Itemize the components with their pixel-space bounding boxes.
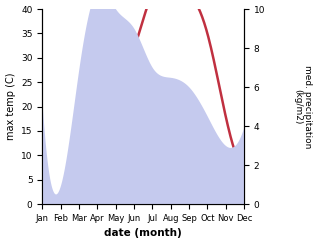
- Y-axis label: med. precipitation
(kg/m2): med. precipitation (kg/m2): [293, 65, 313, 148]
- Y-axis label: max temp (C): max temp (C): [5, 73, 16, 140]
- X-axis label: date (month): date (month): [104, 228, 182, 238]
